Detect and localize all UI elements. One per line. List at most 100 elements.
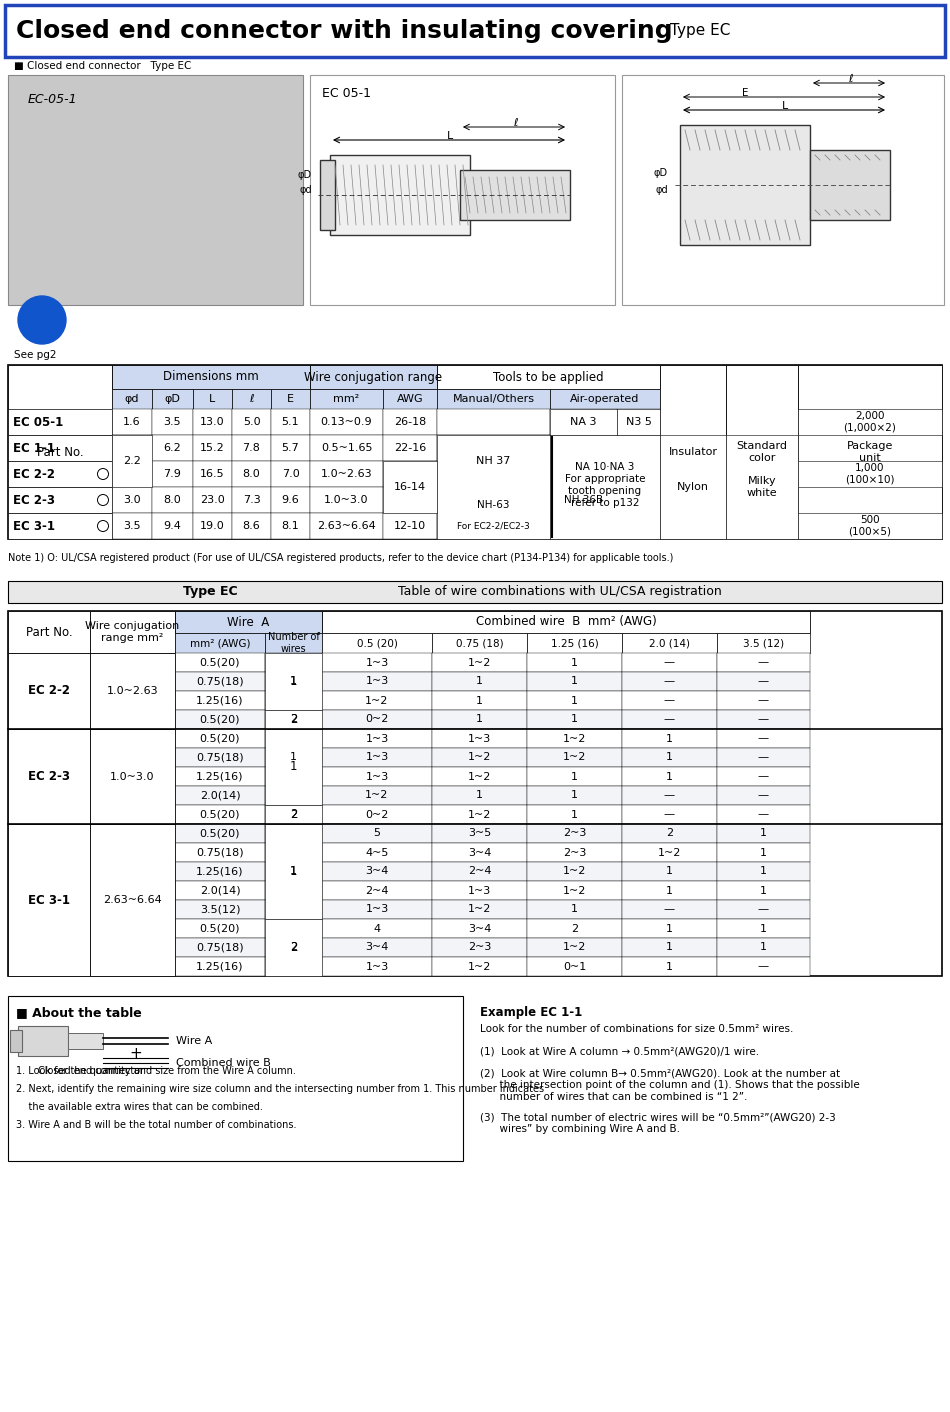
Text: ℓ: ℓ xyxy=(513,119,518,128)
Bar xyxy=(152,388,193,409)
Bar xyxy=(527,690,622,710)
Bar xyxy=(175,957,265,976)
Text: EC 2-3: EC 2-3 xyxy=(28,770,70,784)
Bar xyxy=(622,748,717,767)
Bar xyxy=(717,957,810,976)
Text: 1~3: 1~3 xyxy=(467,733,491,744)
Text: Table of wire combinations with UL/CSA registration: Table of wire combinations with UL/CSA r… xyxy=(398,586,722,599)
Text: EC 05-1: EC 05-1 xyxy=(13,415,64,428)
Text: 1: 1 xyxy=(571,905,578,915)
Bar xyxy=(617,513,660,539)
Bar xyxy=(271,409,310,435)
Text: 3.5(12): 3.5(12) xyxy=(200,905,240,915)
Bar xyxy=(175,611,322,633)
Text: φd: φd xyxy=(124,394,140,404)
Text: 0.5 (20): 0.5 (20) xyxy=(356,638,397,648)
Text: 1: 1 xyxy=(476,714,483,724)
Bar xyxy=(310,364,437,388)
Bar xyxy=(265,786,322,805)
Bar xyxy=(90,611,175,652)
Bar xyxy=(717,690,810,710)
Bar xyxy=(726,364,798,539)
Bar xyxy=(622,938,717,957)
Bar xyxy=(622,861,717,881)
Bar xyxy=(527,805,622,825)
Bar xyxy=(90,825,175,976)
Text: 1~2: 1~2 xyxy=(366,696,389,706)
Text: 4: 4 xyxy=(373,923,381,933)
Bar xyxy=(622,881,717,899)
Text: —: — xyxy=(664,676,675,686)
Text: See pg2: See pg2 xyxy=(14,350,56,360)
Bar xyxy=(112,435,152,487)
Bar xyxy=(175,748,265,767)
Text: 1.25(16): 1.25(16) xyxy=(197,867,244,877)
Text: 1: 1 xyxy=(760,942,767,953)
Bar xyxy=(265,672,322,690)
Bar xyxy=(717,710,810,729)
Bar xyxy=(8,364,942,539)
Bar xyxy=(437,388,550,409)
Bar xyxy=(432,881,527,899)
Text: 1. Look for the quantity and size from the Wire A column.: 1. Look for the quantity and size from t… xyxy=(16,1066,295,1076)
Bar xyxy=(432,767,527,786)
Text: —: — xyxy=(758,905,770,915)
Bar xyxy=(432,957,527,976)
Bar xyxy=(437,513,550,539)
Text: 1: 1 xyxy=(290,675,297,688)
Text: Example EC 1-1: Example EC 1-1 xyxy=(480,1005,582,1019)
Bar xyxy=(527,899,622,919)
Bar xyxy=(322,919,432,938)
Text: HS: HS xyxy=(32,322,51,335)
Text: 16-14: 16-14 xyxy=(394,481,426,491)
Bar xyxy=(175,767,265,786)
Bar xyxy=(8,729,90,825)
Bar xyxy=(112,409,152,435)
Text: —: — xyxy=(664,696,675,706)
Text: NA 10·NA 3: NA 10·NA 3 xyxy=(576,462,635,472)
Text: 1,000
(100×10): 1,000 (100×10) xyxy=(846,463,895,484)
Bar xyxy=(437,435,550,539)
Text: 2~3: 2~3 xyxy=(467,942,491,953)
Text: 1: 1 xyxy=(666,962,673,971)
Text: EC 05-1: EC 05-1 xyxy=(322,88,371,100)
Bar xyxy=(798,513,942,539)
Text: 2~4: 2~4 xyxy=(467,867,491,877)
Bar xyxy=(617,409,660,435)
Bar xyxy=(112,388,152,409)
Bar xyxy=(265,881,322,899)
Text: 8.6: 8.6 xyxy=(242,521,260,531)
Text: NH-63: NH-63 xyxy=(477,500,510,510)
Text: 2: 2 xyxy=(290,942,297,953)
Text: 1~2: 1~2 xyxy=(562,753,586,762)
Bar xyxy=(432,861,527,881)
Text: 26-18: 26-18 xyxy=(394,417,427,426)
Bar xyxy=(717,672,810,690)
Text: 1: 1 xyxy=(760,867,767,877)
Text: (2)  Look at Wire column B→ 0.5mm²(AWG20). Look at the number at: (2) Look at Wire column B→ 0.5mm²(AWG20)… xyxy=(480,1067,840,1077)
Text: 1~2: 1~2 xyxy=(657,847,681,857)
Text: 1: 1 xyxy=(760,847,767,857)
Text: EC 3-1: EC 3-1 xyxy=(28,894,70,907)
Text: refer to p132: refer to p132 xyxy=(571,498,639,508)
Text: 1: 1 xyxy=(290,753,297,762)
Text: 2.2: 2.2 xyxy=(124,456,141,466)
Bar xyxy=(622,652,717,672)
Text: 0.75(18): 0.75(18) xyxy=(197,942,244,953)
Text: 2: 2 xyxy=(290,940,297,955)
Bar xyxy=(265,825,322,919)
Bar xyxy=(322,825,432,843)
Bar xyxy=(322,805,432,825)
Text: Combined wire B: Combined wire B xyxy=(176,1058,271,1067)
Bar xyxy=(193,487,232,513)
Text: 1~2: 1~2 xyxy=(467,905,491,915)
Text: 1~2: 1~2 xyxy=(467,753,491,762)
Text: 1: 1 xyxy=(666,885,673,895)
Text: 1~2: 1~2 xyxy=(467,658,491,668)
Bar xyxy=(437,460,550,487)
Text: EC-05-1: EC-05-1 xyxy=(28,93,78,106)
Text: φD: φD xyxy=(654,168,668,178)
Bar xyxy=(527,748,622,767)
Bar xyxy=(726,435,798,539)
Text: —: — xyxy=(758,791,770,801)
